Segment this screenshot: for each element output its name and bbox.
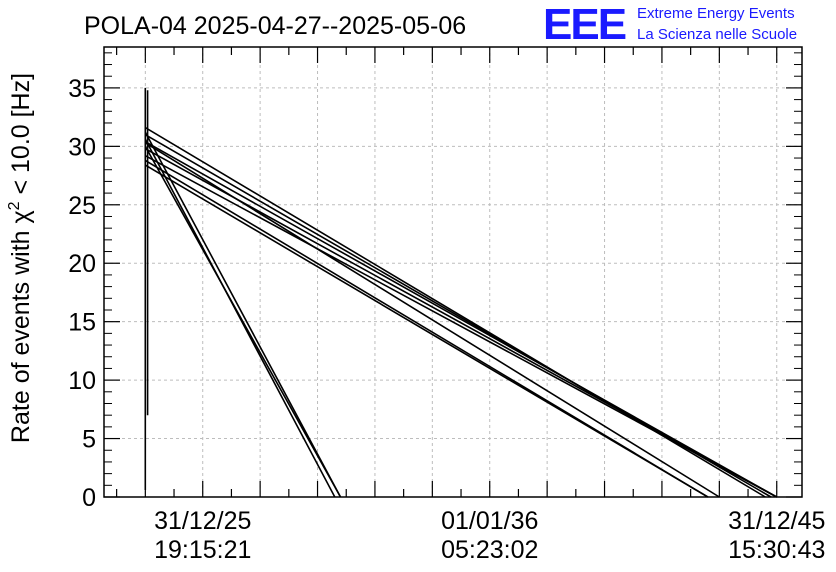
series-line-8 (144, 159, 709, 498)
plot-frame (103, 46, 803, 498)
eee-logo-line1: Extreme Energy Events (637, 5, 795, 22)
x-tick-label-time: 15:30:43 (728, 536, 825, 564)
series-line-5 (144, 154, 778, 498)
x-tick-label-date: 01/01/36 (441, 507, 538, 535)
x-tick-label-time: 05:23:02 (441, 536, 538, 564)
series-layer (144, 87, 778, 498)
y-tick-labels: 0 5 10 15 20 25 30 35 (68, 75, 96, 512)
eee-logo-line2: La Scienza nelle Scuole (637, 26, 797, 43)
series-line-3 (144, 141, 778, 498)
y-tick-label: 10 (68, 367, 96, 395)
series-line-9 (144, 131, 342, 498)
y-tick-label: 25 (68, 192, 96, 220)
y-axis-label: Rate of events with χ2 < 10.0 [Hz] (6, 73, 35, 443)
y-tick-label: 35 (68, 75, 96, 103)
y-axis-label-sup: 2 (6, 201, 23, 210)
chart-title: POLA-04 2025-04-27--2025-05-06 (84, 12, 466, 40)
y-tick-label: 5 (82, 426, 96, 454)
eee-logo-mark: EEE (543, 0, 626, 49)
series-line-4 (144, 147, 778, 498)
eee-logo: EEE Extreme Energy Events La Scienza nel… (543, 0, 797, 49)
y-tick-label: 20 (68, 250, 96, 278)
y-axis-label-prefix: Rate of events with (7, 224, 35, 444)
axes (103, 46, 803, 498)
y-tick-label: 0 (82, 484, 96, 512)
grid-lines (104, 47, 802, 497)
y-axis-label-suffix: < 10.0 [Hz] (7, 73, 35, 202)
y-tick-label: 30 (68, 133, 96, 161)
series-line-11 (144, 146, 342, 498)
x-tick-label-date: 31/12/45 (728, 507, 825, 535)
y-axis-label-chi: χ (7, 210, 35, 223)
x-tick-label-time: 19:15:21 (154, 536, 251, 564)
series-line-7 (144, 142, 720, 498)
x-tick-label-date: 31/12/25 (154, 507, 251, 535)
y-tick-label: 15 (68, 309, 96, 337)
